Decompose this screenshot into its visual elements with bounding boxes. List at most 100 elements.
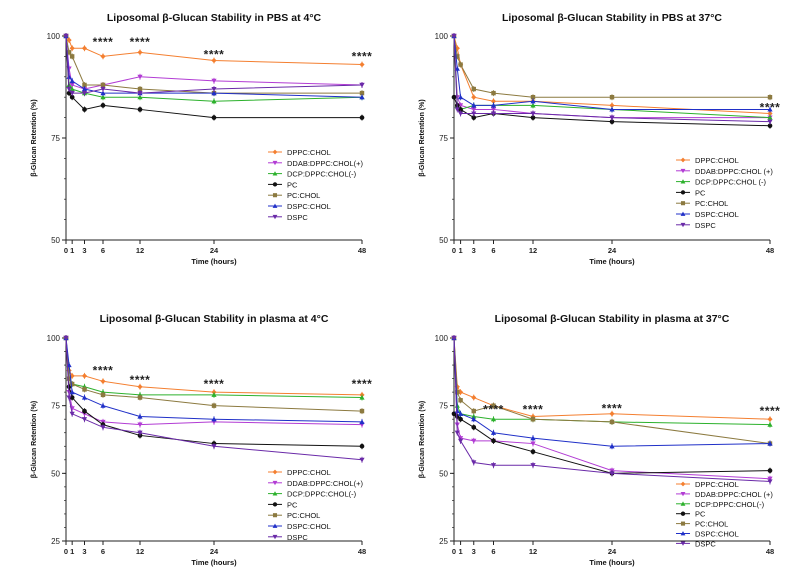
chart-panel-2: Liposomal β-Glucan Stability in PBS at 3…	[419, 12, 780, 266]
data-point	[454, 430, 460, 436]
data-point	[458, 62, 463, 67]
series-line	[65, 337, 363, 461]
legend-marker	[680, 501, 686, 506]
data-point	[66, 86, 72, 92]
data-point	[530, 115, 536, 120]
y-tick-label: 100	[435, 334, 449, 343]
data-point	[359, 443, 365, 449]
data-point	[767, 119, 773, 125]
data-point	[137, 86, 143, 92]
data-point	[451, 33, 457, 39]
x-tick-label: 24	[210, 547, 219, 556]
data-point	[69, 78, 75, 83]
legend-label: DDAB:DPPC:CHOL (+)	[695, 167, 773, 176]
legend-label: DSPC:CHOL	[287, 522, 331, 531]
data-point	[609, 119, 615, 125]
data-point	[137, 422, 143, 428]
chart-title: Liposomal β-Glucan Stability in PBS at 4…	[107, 12, 322, 24]
y-tick-label: 75	[51, 134, 60, 143]
x-axis-label: Time (hours)	[589, 257, 635, 266]
data-point	[81, 86, 88, 92]
x-axis-label: Time (hours)	[191, 558, 237, 567]
data-point	[490, 416, 497, 422]
data-point	[609, 471, 615, 476]
legend-item: DPPC:CHOL	[268, 468, 331, 477]
data-point	[137, 91, 143, 96]
legend-item: DSPC:CHOL	[268, 202, 331, 211]
significance-annotation: ****	[352, 49, 373, 63]
legend-item: DPPC:CHOL	[676, 156, 739, 165]
legend-marker	[680, 222, 686, 228]
data-point	[137, 413, 143, 419]
legend-label: DDAB:DPPC:CHOL(+)	[287, 479, 364, 488]
legend-item: DSPC	[268, 213, 308, 222]
data-point	[609, 102, 615, 108]
series-line	[453, 35, 770, 110]
x-tick-label: 1	[70, 246, 74, 255]
data-point	[82, 408, 87, 414]
legend-item: DSPC	[268, 533, 308, 542]
legend: DPPC:CHOL DDAB:DPPC:CHOL (+) DCP:DPPC:CHOL…	[676, 156, 773, 230]
data-point	[458, 398, 463, 403]
x-tick-label: 48	[358, 547, 366, 556]
legend-label: DCP:DPPC:CHOL(-)	[287, 170, 357, 179]
data-point	[137, 395, 143, 400]
data-point	[81, 45, 88, 51]
legend-marker	[680, 531, 686, 536]
legend-item: DDAB:DPPC:CHOL(+)	[268, 479, 364, 488]
x-tick-label: 6	[101, 246, 105, 255]
y-tick-label: 50	[51, 236, 60, 245]
legend-label: DPPC:CHOL	[287, 148, 331, 157]
legend-marker	[680, 481, 686, 487]
data-point	[530, 441, 536, 447]
data-point	[137, 49, 143, 55]
data-point	[82, 107, 87, 112]
data-point	[66, 395, 72, 401]
significance-annotation: ****	[760, 100, 781, 114]
x-tick-label: 1	[70, 547, 74, 556]
data-point	[457, 411, 464, 416]
legend-label: DCP:DPPC:CHOL(-)	[695, 500, 765, 509]
chart-panel-1: Liposomal β-Glucan Stability in PBS at 4…	[31, 12, 372, 266]
data-point	[471, 86, 476, 92]
data-point	[451, 94, 457, 100]
legend-marker	[272, 214, 278, 220]
data-point	[451, 335, 457, 341]
chart-title: Liposomal β-Glucan Stability in plasma a…	[100, 313, 329, 325]
data-point	[66, 74, 72, 79]
data-point	[69, 373, 75, 379]
y-tick-label: 100	[435, 32, 449, 41]
data-point	[100, 378, 106, 384]
data-point	[491, 403, 496, 408]
data-point	[359, 394, 365, 400]
data-point	[455, 54, 460, 59]
data-point	[530, 435, 536, 441]
legend-label: PC	[695, 510, 706, 519]
legend-label: DSPC	[287, 533, 308, 542]
data-point	[81, 394, 88, 400]
chart-title: Liposomal β-Glucan Stability in PBS at 3…	[502, 12, 722, 24]
legend-item: DSPC	[676, 539, 716, 548]
legend-label: DDAB:DPPC:CHOL(+)	[287, 159, 364, 168]
data-point	[211, 57, 217, 64]
data-point	[767, 94, 773, 100]
data-point	[359, 457, 365, 463]
series-line	[65, 35, 363, 90]
legend-item: PC	[676, 188, 706, 197]
series-line	[453, 337, 771, 480]
data-point	[211, 115, 217, 120]
legend-marker	[272, 193, 278, 198]
data-point	[457, 111, 464, 117]
data-point	[767, 110, 773, 117]
legend-label: DSPC	[695, 221, 716, 230]
x-tick-label: 48	[358, 246, 366, 255]
series-pc-chol	[451, 33, 773, 101]
legend: DPPC:CHOL DDAB:DPPC:CHOL(+) DCP:DPPC:CHOL(…	[268, 148, 364, 222]
series-dspc	[63, 335, 365, 463]
data-point	[137, 430, 143, 436]
data-point	[211, 86, 217, 92]
x-tick-label: 24	[608, 246, 617, 255]
legend-item: PC	[268, 500, 298, 509]
data-point	[609, 411, 615, 417]
series-dspc	[451, 335, 773, 485]
